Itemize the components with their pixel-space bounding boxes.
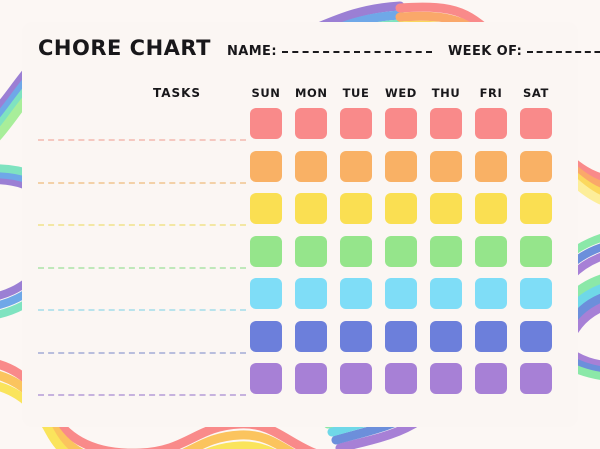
chore-check-cell-tue[interactable]	[340, 363, 372, 394]
chore-check-cell-fri[interactable]	[475, 108, 507, 139]
task-checkbox-row	[250, 278, 552, 309]
chore-check-cell-wed[interactable]	[385, 278, 417, 309]
chore-check-cell-sun[interactable]	[250, 150, 282, 182]
chore-check-cell-mon[interactable]	[295, 150, 327, 182]
task-checkbox-row	[250, 108, 552, 139]
chore-check-cell-sun[interactable]	[250, 235, 282, 267]
task-checkbox-row	[250, 193, 552, 224]
chore-check-cell-sun[interactable]	[250, 278, 282, 309]
chart-row	[22, 193, 578, 236]
chart-row	[22, 278, 578, 321]
chore-check-cell-tue[interactable]	[340, 108, 372, 139]
chore-check-cell-mon[interactable]	[295, 363, 327, 394]
page-title: CHORE CHART	[38, 36, 211, 60]
chore-check-cell-fri[interactable]	[475, 363, 507, 394]
chore-check-cell-mon[interactable]	[295, 235, 327, 267]
tasks-column-header: TASKS	[152, 86, 202, 100]
chore-check-cell-mon[interactable]	[295, 320, 327, 352]
chore-check-cell-fri[interactable]	[475, 193, 507, 224]
chore-check-cell-fri[interactable]	[475, 150, 507, 182]
day-header-mon: MON	[295, 86, 328, 100]
chore-check-cell-wed[interactable]	[385, 193, 417, 224]
chart-row	[22, 150, 578, 194]
chore-check-cell-thu[interactable]	[430, 150, 462, 182]
chart-header: CHORE CHART NAME: WEEK OF:	[38, 36, 600, 70]
chart-row	[22, 363, 578, 406]
name-field-group: NAME:	[227, 44, 432, 59]
chore-check-cell-fri[interactable]	[475, 235, 507, 267]
day-header-wed: WED	[385, 86, 417, 100]
day-header-fri: FRI	[479, 86, 503, 100]
task-checkbox-row	[250, 235, 552, 267]
chore-check-cell-thu[interactable]	[430, 108, 462, 139]
task-write-in-line[interactable]	[38, 351, 246, 354]
task-write-in-line[interactable]	[38, 181, 246, 184]
chore-check-cell-sun[interactable]	[250, 320, 282, 352]
chore-check-cell-thu[interactable]	[430, 193, 462, 224]
day-header-sat: SAT	[523, 86, 549, 100]
chore-check-cell-mon[interactable]	[295, 193, 327, 224]
task-checkbox-row	[250, 363, 552, 394]
chore-check-cell-sat[interactable]	[520, 193, 552, 224]
chore-check-cell-sat[interactable]	[520, 320, 552, 352]
chore-check-cell-sun[interactable]	[250, 193, 282, 224]
chore-check-cell-sat[interactable]	[520, 278, 552, 309]
task-checkbox-row	[250, 150, 552, 182]
chore-check-cell-sat[interactable]	[520, 363, 552, 394]
chore-check-cell-mon[interactable]	[295, 108, 327, 139]
chore-check-cell-thu[interactable]	[430, 320, 462, 352]
task-checkbox-row	[250, 320, 552, 352]
chore-check-cell-wed[interactable]	[385, 363, 417, 394]
chore-check-cell-tue[interactable]	[340, 150, 372, 182]
chore-check-cell-sun[interactable]	[250, 363, 282, 394]
day-header-sun: SUN	[251, 86, 281, 100]
chore-check-cell-thu[interactable]	[430, 278, 462, 309]
chart-rows	[22, 108, 578, 406]
column-headers: TASKS SUN MON TUE WED THU FRI SAT	[22, 84, 578, 104]
chore-check-cell-thu[interactable]	[430, 235, 462, 267]
day-header-tue: TUE	[342, 86, 370, 100]
task-write-in-line[interactable]	[38, 394, 246, 396]
week-of-label: WEEK OF:	[447, 44, 523, 59]
chore-check-cell-thu[interactable]	[430, 363, 462, 394]
chore-check-cell-sat[interactable]	[520, 235, 552, 267]
chore-check-cell-tue[interactable]	[340, 193, 372, 224]
chore-check-cell-tue[interactable]	[340, 320, 372, 352]
chore-check-cell-fri[interactable]	[475, 278, 507, 309]
chore-check-cell-sat[interactable]	[520, 108, 552, 139]
chore-check-cell-tue[interactable]	[340, 278, 372, 309]
task-write-in-line[interactable]	[38, 266, 246, 269]
chore-check-cell-tue[interactable]	[340, 235, 372, 267]
chart-row	[22, 320, 578, 364]
task-write-in-line[interactable]	[38, 309, 246, 311]
name-label: NAME:	[226, 44, 277, 59]
day-column-headers: SUN MON TUE WED THU FRI SAT	[250, 86, 570, 100]
task-write-in-line[interactable]	[38, 224, 246, 226]
name-input[interactable]	[281, 50, 432, 53]
day-header-thu: THU	[431, 86, 461, 100]
week-field-group: WEEK OF:	[448, 44, 600, 59]
chart-row	[22, 108, 578, 151]
chore-check-cell-wed[interactable]	[385, 320, 417, 352]
week-of-input[interactable]	[527, 50, 600, 53]
task-write-in-line[interactable]	[38, 139, 246, 141]
chore-check-cell-fri[interactable]	[475, 320, 507, 352]
chore-check-cell-wed[interactable]	[385, 108, 417, 139]
chart-row	[22, 235, 578, 279]
chore-check-cell-sun[interactable]	[250, 108, 282, 139]
chore-check-cell-wed[interactable]	[385, 235, 417, 267]
chore-check-cell-wed[interactable]	[385, 150, 417, 182]
chart-card: CHORE CHART NAME: WEEK OF: TASKS SUN MON…	[22, 22, 600, 427]
chore-check-cell-sat[interactable]	[520, 150, 552, 182]
chore-check-cell-mon[interactable]	[295, 278, 327, 309]
